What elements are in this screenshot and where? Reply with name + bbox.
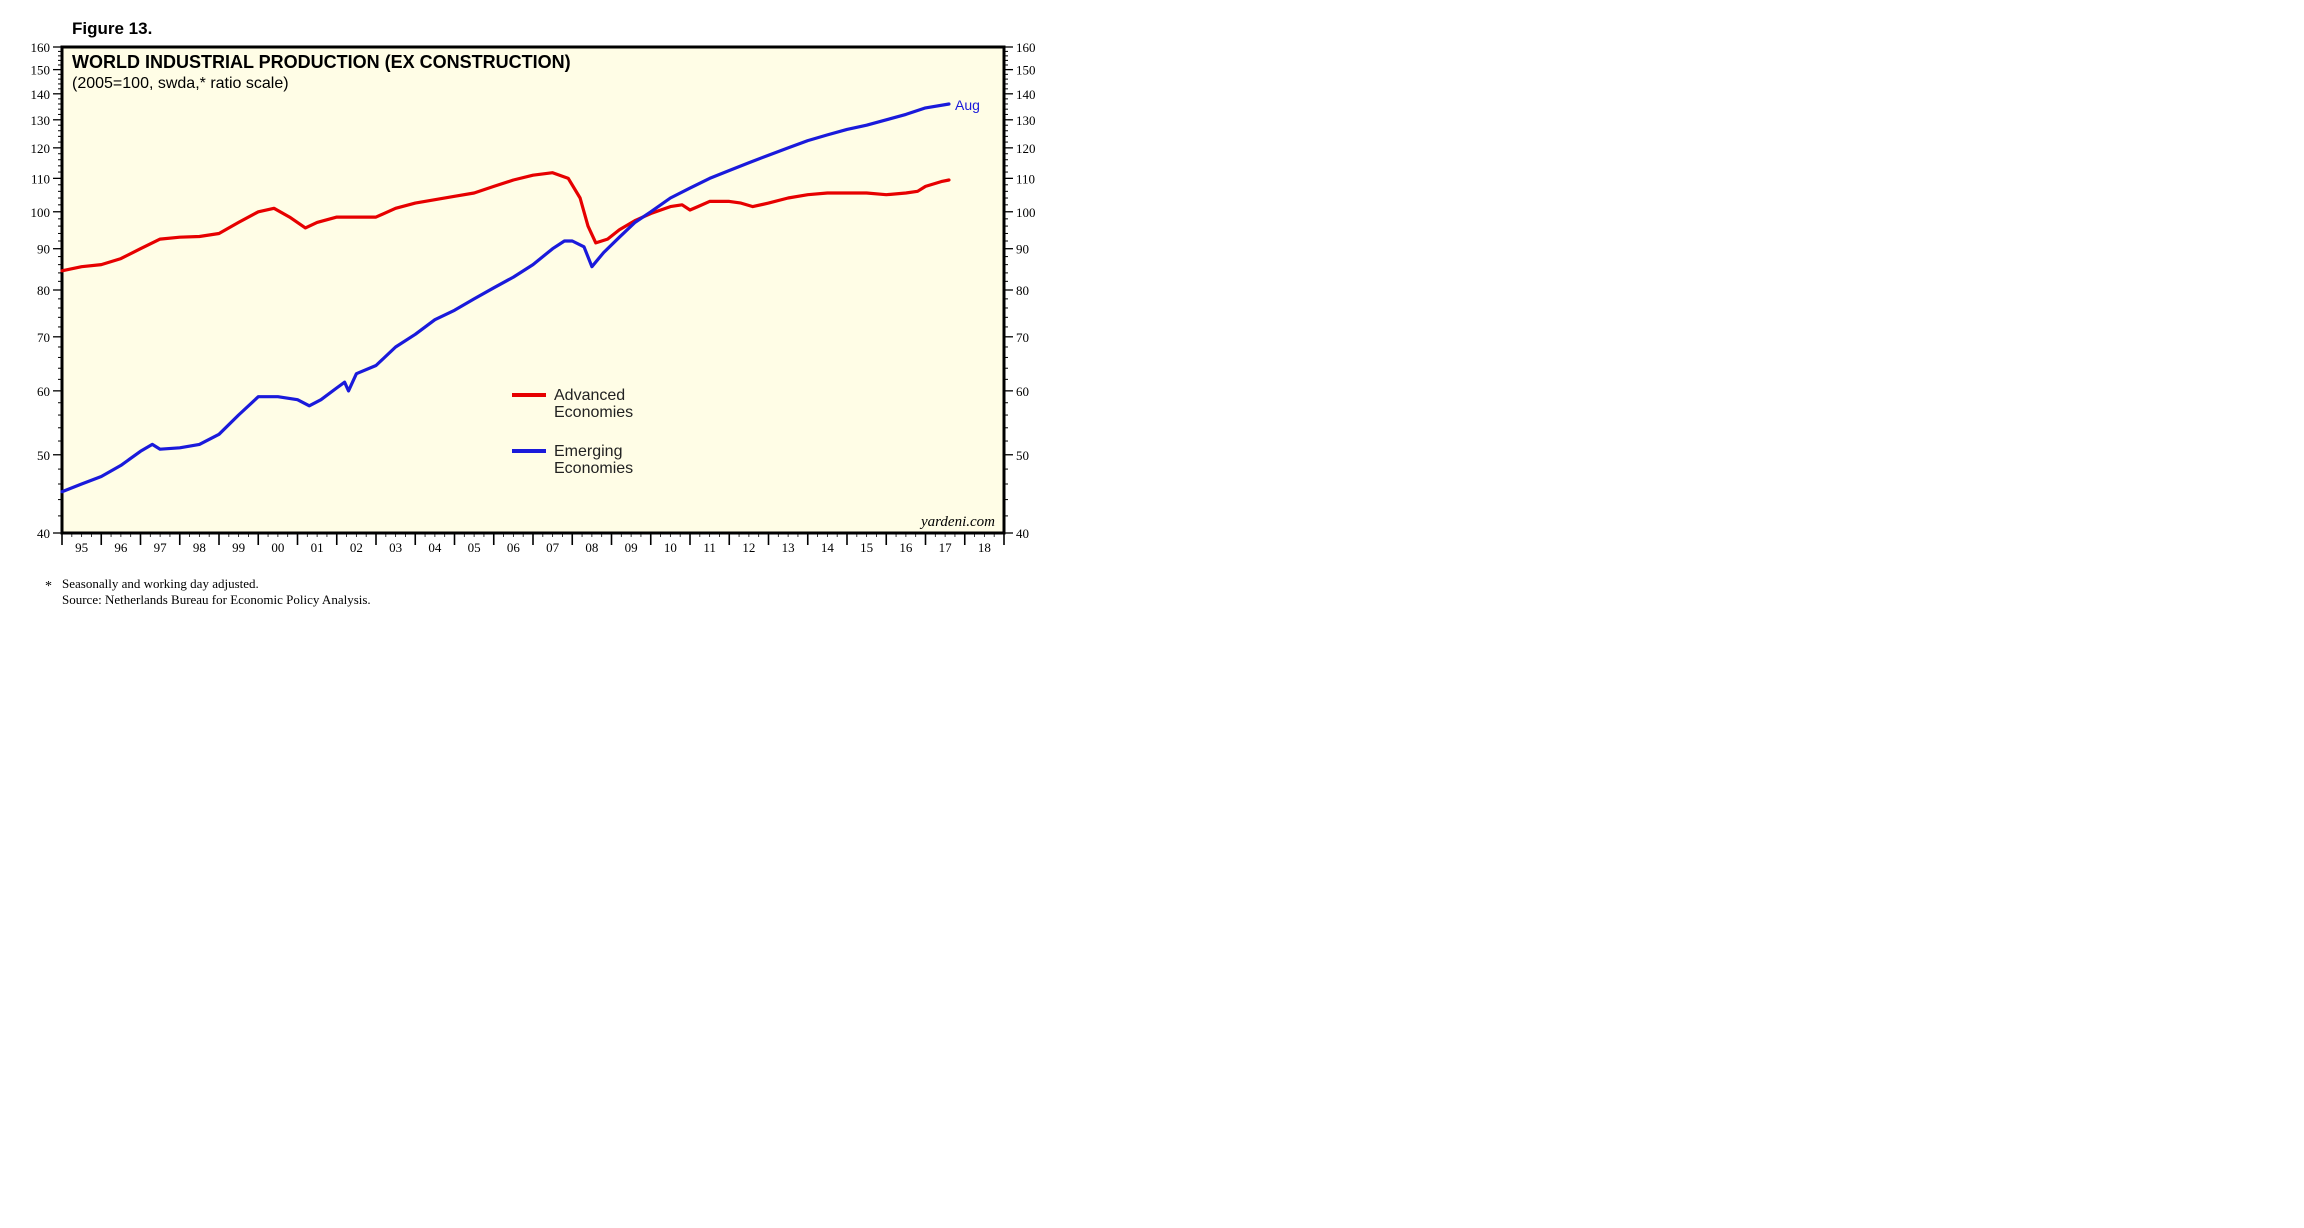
x-tick-label: 16 (899, 540, 913, 555)
x-tick-label: 12 (742, 540, 755, 555)
y-axis-left: 40 50 60 70 80 90 100 110 120 130 140 150 160 (31, 40, 62, 541)
y-axis-right: 40 50 60 70 80 90 100 110 120 130 140 150 160 (1004, 40, 1036, 541)
y-tick-label-left: 130 (31, 113, 51, 128)
x-tick-label: 01 (311, 540, 324, 555)
x-tick-label: 07 (546, 540, 560, 555)
y-tick-label-right: 140 (1016, 87, 1036, 102)
legend-label-line: Advanced (554, 387, 625, 404)
end-label-aug: Aug (955, 97, 980, 113)
legend: Advanced Economies Emerging Economies (512, 387, 633, 477)
y-tick-label-left: 120 (31, 141, 51, 156)
y-tick-label-right: 70 (1016, 330, 1029, 345)
x-axis: 95 96 97 98 99 00 01 02 03 04 05 06 07 08 09 10 11 12 13 14… (61, 533, 1005, 555)
y-tick-label-right: 150 (1016, 63, 1036, 78)
legend-label-line: Economies (554, 404, 633, 421)
y-tick-label-left: 40 (37, 526, 50, 541)
legend-label-advanced: Advanced Economies (554, 387, 633, 421)
y-tick-label-right: 130 (1016, 113, 1036, 128)
y-tick-label-left: 90 (37, 242, 50, 257)
legend-label-line: Emerging (554, 443, 622, 460)
x-tick-label: 05 (468, 540, 481, 555)
x-tick-label: 10 (664, 540, 677, 555)
x-tick-label: 11 (703, 540, 716, 555)
y-tick-label-right: 40 (1016, 526, 1029, 541)
x-tick-label: 06 (507, 540, 521, 555)
y-tick-label-right: 110 (1016, 171, 1035, 186)
y-tick-label-left: 60 (37, 384, 50, 399)
legend-label-line: Economies (554, 460, 633, 477)
x-tick-label: 14 (821, 540, 835, 555)
x-tick-label: 15 (860, 540, 873, 555)
figure-label: Figure 13. (72, 19, 152, 38)
x-tick-label: 95 (75, 540, 88, 555)
x-tick-label: 00 (271, 540, 284, 555)
source-text: Source: Netherlands Bureau for Economic … (62, 592, 371, 607)
y-tick-label-right: 100 (1016, 205, 1036, 220)
y-tick-label-left: 140 (31, 87, 51, 102)
footnote-text: Seasonally and working day adjusted. (62, 576, 259, 591)
x-tick-label: 98 (193, 540, 206, 555)
y-tick-label-right: 80 (1016, 283, 1029, 298)
series-layer (60, 102, 951, 494)
plot-area (60, 45, 1006, 535)
y-tick-label-right: 160 (1016, 40, 1036, 55)
x-tick-label: 97 (154, 540, 168, 555)
watermark: yardeni.com (919, 514, 995, 530)
x-tick-label: 13 (782, 540, 795, 555)
y-tick-label-left: 80 (37, 283, 50, 298)
y-tick-label-left: 110 (31, 171, 50, 186)
chart-subtitle: (2005=100, swda,* ratio scale) (72, 75, 289, 92)
y-tick-label-left: 150 (31, 63, 51, 78)
x-tick-label: 96 (114, 540, 128, 555)
chart-title: WORLD INDUSTRIAL PRODUCTION (EX CONSTRUC… (72, 52, 571, 72)
y-tick-label-right: 60 (1016, 384, 1029, 399)
y-tick-label-left: 50 (37, 448, 50, 463)
x-tick-label: 04 (428, 540, 442, 555)
y-tick-label-left: 70 (37, 330, 50, 345)
x-tick-label: 18 (978, 540, 991, 555)
x-tick-label: 03 (389, 540, 402, 555)
series-line-emerging (60, 102, 951, 494)
x-tick-label: 02 (350, 540, 363, 555)
x-tick-label: 17 (939, 540, 953, 555)
x-tick-label: 99 (232, 540, 245, 555)
x-tick-label: 09 (625, 540, 638, 555)
y-tick-label-left: 160 (31, 40, 51, 55)
legend-label-emerging: Emerging Economies (554, 443, 633, 477)
y-tick-label-right: 50 (1016, 448, 1029, 463)
footnote-marker: * (45, 579, 52, 594)
y-tick-label-right: 90 (1016, 242, 1029, 257)
series-line-advanced (60, 171, 951, 273)
y-tick-label-left: 100 (31, 205, 51, 220)
x-tick-label: 08 (585, 540, 598, 555)
y-tick-label-right: 120 (1016, 141, 1036, 156)
